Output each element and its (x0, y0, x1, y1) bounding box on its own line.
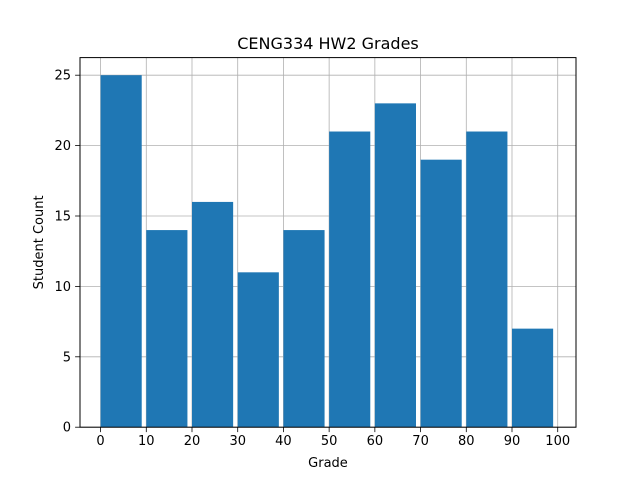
x-tick-label: 20 (184, 434, 201, 449)
histogram-bar (283, 230, 325, 428)
y-tick-label: 15 (54, 210, 71, 225)
y-tick-label: 10 (54, 280, 71, 295)
axis-ticks: 0 10 20 30 40 50 60 70 80 90 100 0 5 10 15 20 25 (54, 69, 570, 450)
x-tick-label: 70 (412, 434, 429, 449)
y-tick-label: 0 (63, 421, 71, 436)
x-tick-label: 0 (96, 434, 104, 449)
chart-title: CENG334 HW2 Grades (237, 34, 419, 53)
histogram-bar (466, 131, 508, 428)
histogram-bar (420, 159, 462, 428)
histogram-bar (237, 272, 279, 428)
histogram-bar (146, 230, 188, 428)
x-tick-label: 90 (504, 434, 521, 449)
x-axis-label: Grade (308, 456, 348, 471)
x-tick-label: 30 (229, 434, 246, 449)
y-axis-label: Student Count (32, 195, 47, 289)
y-tick-label: 5 (63, 350, 71, 365)
x-tick-label: 60 (367, 434, 384, 449)
x-tick-label: 40 (275, 434, 292, 449)
y-tick-label: 25 (54, 69, 71, 84)
y-tick-label: 20 (54, 139, 71, 154)
x-tick-label: 80 (458, 434, 475, 449)
histogram-bar (512, 328, 554, 428)
histogram-bar (374, 103, 416, 428)
x-tick-label: 10 (138, 434, 155, 449)
plot-frame (79, 57, 577, 428)
bars (100, 75, 554, 428)
histogram-bar (329, 131, 371, 428)
x-tick-label: 50 (321, 434, 338, 449)
x-tick-label: 100 (545, 434, 570, 449)
histogram-bar (192, 201, 234, 428)
histogram-bar (100, 75, 142, 428)
